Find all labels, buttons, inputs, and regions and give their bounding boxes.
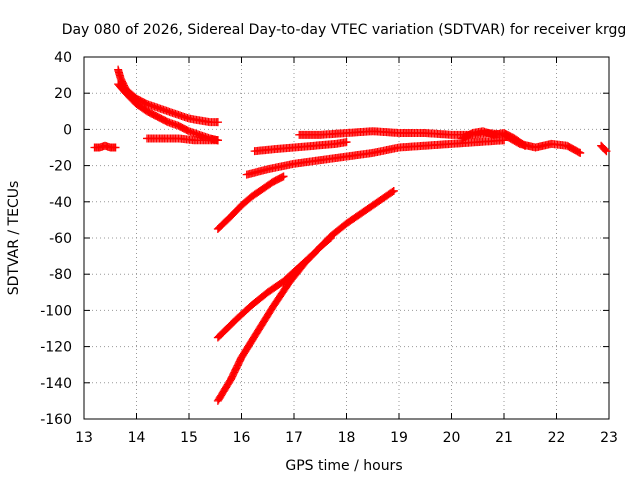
y-tick-label: -60	[49, 231, 72, 247]
x-tick-label: 13	[75, 430, 93, 446]
x-tick-label: 20	[443, 430, 461, 446]
y-tick-label: 20	[54, 86, 72, 102]
y-tick-label: -80	[49, 267, 72, 283]
y-tick-label: 0	[63, 122, 72, 138]
x-axis: 13 14 15 16 17 18 19 20 21 22 23	[75, 57, 618, 446]
x-axis-label: GPS time / hours	[285, 458, 402, 474]
data-point	[213, 118, 222, 127]
data-point	[325, 235, 334, 244]
data-point	[279, 172, 288, 181]
data-point	[213, 136, 222, 145]
x-tick-label: 18	[338, 430, 356, 446]
y-tick-label: -20	[49, 159, 72, 175]
series-track-5	[213, 172, 288, 233]
data-point	[602, 147, 611, 156]
data-point	[521, 141, 529, 150]
series-track-7	[213, 234, 335, 405]
series-track-6	[213, 186, 398, 342]
y-tick-label: -120	[40, 340, 72, 356]
y-tick-label: -100	[40, 303, 72, 319]
x-tick-label: 23	[600, 430, 618, 446]
x-tick-label: 19	[390, 430, 408, 446]
series-track-3	[114, 80, 222, 145]
data-point	[574, 148, 583, 157]
series-track-1	[90, 141, 120, 152]
x-tick-label: 22	[548, 430, 566, 446]
y-tick-label: -140	[40, 376, 72, 392]
data-point	[342, 138, 351, 147]
data-point	[278, 173, 287, 182]
data-point	[389, 186, 398, 195]
x-tick-label: 15	[180, 430, 198, 446]
data-point	[388, 187, 397, 196]
data-point	[576, 148, 585, 157]
chart-title: Day 080 of 2026, Sidereal Day-to-day VTE…	[62, 22, 627, 38]
x-tick-label: 14	[128, 430, 146, 446]
x-tick-label: 21	[495, 430, 513, 446]
data-point	[111, 143, 120, 152]
data-point	[601, 146, 610, 155]
series-track-12	[597, 141, 611, 156]
x-tick-label: 16	[233, 430, 251, 446]
series-track-4	[143, 134, 222, 145]
series-track-11	[458, 127, 529, 150]
y-tick-label: -160	[40, 412, 72, 428]
data-point	[326, 234, 335, 242]
x-tick-label: 17	[285, 430, 303, 446]
data-point	[519, 140, 528, 149]
y-tick-label: 40	[54, 50, 72, 66]
series-track-8	[242, 136, 508, 179]
y-tick-label: -40	[49, 195, 72, 211]
series-track-9	[250, 138, 351, 156]
y-axis-label: SDTVAR / TECUs	[6, 181, 22, 296]
data-series	[90, 65, 611, 405]
y-axis: -160 -140 -120 -100 -80 -60 -40 -20 0 20 40	[40, 50, 609, 428]
